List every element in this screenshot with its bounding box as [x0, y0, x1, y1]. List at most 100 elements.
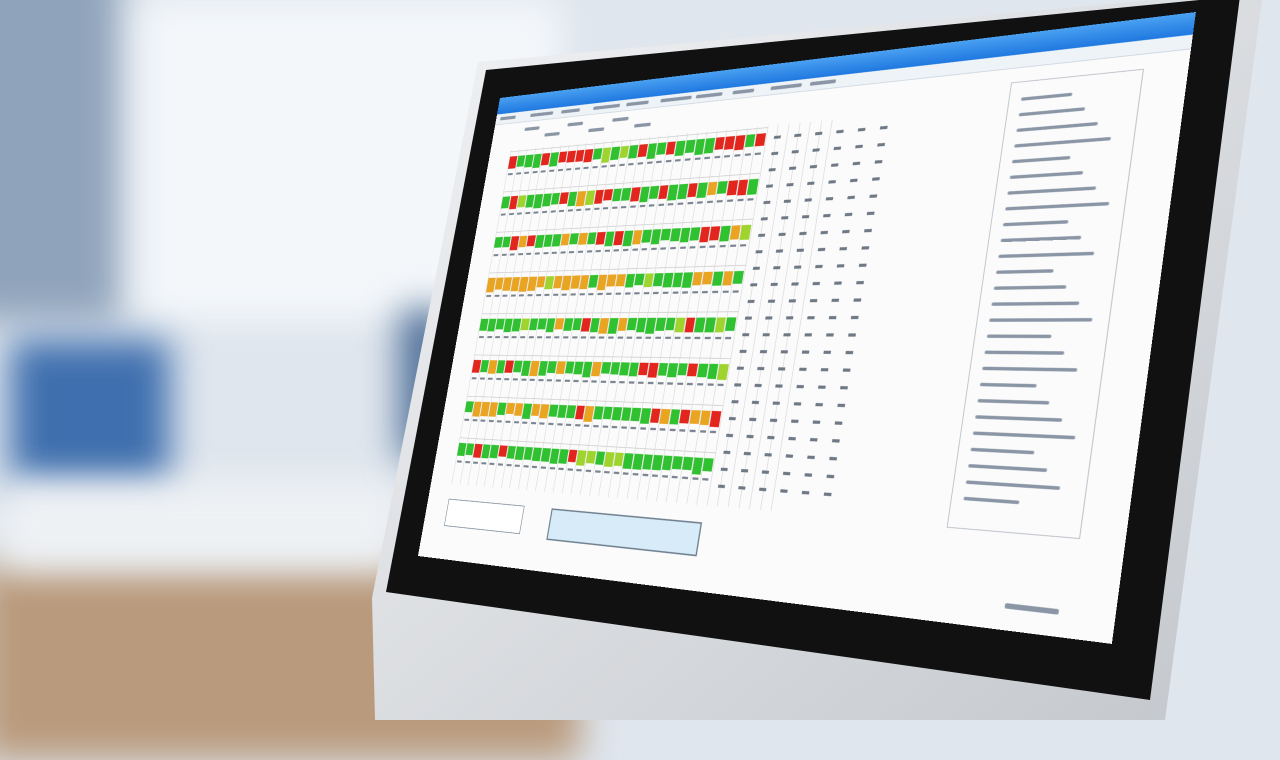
- cell-text: [836, 264, 845, 268]
- cell-text: [728, 416, 736, 421]
- cell-text: [756, 366, 765, 371]
- cell-text: [812, 148, 820, 152]
- cell-text: [634, 292, 640, 295]
- cell-text: [501, 253, 507, 256]
- cell-text: [806, 455, 815, 460]
- cell-text: [527, 294, 533, 297]
- cell-text: [480, 419, 486, 422]
- cell-text: [839, 247, 847, 251]
- cell-text: [817, 247, 826, 252]
- cell-text: [519, 294, 525, 297]
- cell-text: [766, 435, 775, 440]
- cell-text: [833, 281, 842, 285]
- cell-text: [714, 336, 722, 340]
- cell-text: [507, 172, 513, 176]
- cell-text: [525, 211, 531, 215]
- cell-text: [702, 477, 709, 481]
- cell-text: [573, 379, 579, 383]
- cell-text: [820, 368, 829, 372]
- cell-text: [594, 470, 601, 473]
- cell-text: [717, 484, 725, 489]
- cell-text: [576, 208, 582, 212]
- cell-text: [793, 133, 802, 138]
- toolbar-item: [633, 122, 652, 128]
- cell-text: [640, 427, 647, 430]
- cell-text: [849, 178, 858, 183]
- cell-text: [699, 245, 706, 249]
- cell-text: [841, 229, 850, 234]
- cell-text: [567, 468, 573, 471]
- cell-text: [555, 379, 562, 382]
- cell-text: [801, 490, 810, 495]
- cell-text: [823, 350, 831, 354]
- cell-text: [739, 349, 747, 353]
- cell-text: [479, 377, 485, 380]
- cell-text: [748, 417, 757, 422]
- cell-text: [626, 336, 633, 339]
- cell-text: [687, 382, 694, 386]
- cell-text: [664, 336, 671, 339]
- cell-text: [630, 205, 636, 208]
- cell-text: [493, 254, 499, 257]
- cell-text: [820, 230, 828, 235]
- cell-text: [580, 336, 587, 339]
- cell-text: [464, 418, 470, 421]
- cell-text: [541, 210, 548, 214]
- cell-text: [657, 382, 664, 385]
- cell-text: [778, 232, 786, 237]
- cell-text: [531, 465, 538, 469]
- cell-text: [788, 299, 796, 303]
- cell-text: [624, 292, 631, 295]
- cell-text: [660, 247, 667, 250]
- cell-text: [567, 209, 573, 212]
- cell-text: [585, 208, 591, 211]
- cell-text: [672, 291, 679, 294]
- cell-text: [554, 336, 560, 339]
- cell-text: [822, 213, 831, 218]
- cell-text: [717, 383, 724, 387]
- toolbar-item: [567, 121, 584, 127]
- cell-text: [786, 182, 794, 187]
- cell-text: [564, 379, 570, 382]
- cell-text: [473, 461, 479, 464]
- cell-text: [850, 315, 859, 320]
- cell-text: [740, 468, 749, 473]
- cell-text: [752, 266, 760, 270]
- cell-text: [772, 401, 780, 405]
- cell-text: [610, 164, 616, 167]
- cell-text: [613, 249, 620, 252]
- cell-text: [692, 477, 699, 480]
- cell-text: [823, 492, 832, 497]
- cell-text: [694, 336, 701, 340]
- cell-text: [674, 336, 681, 339]
- cell-text: [740, 244, 747, 247]
- cell-text: [574, 424, 581, 427]
- cell-text: [679, 246, 686, 249]
- cell-text: [481, 462, 487, 465]
- cell-text: [804, 198, 812, 202]
- cell-text: [858, 263, 867, 267]
- cell-text: [472, 419, 478, 422]
- cell-text: [799, 231, 807, 236]
- cell-text: [854, 144, 863, 149]
- cell-text: [764, 453, 772, 457]
- cell-text: [809, 164, 818, 169]
- cell-text: [696, 201, 703, 204]
- cell-text: [825, 197, 834, 201]
- cell-text: [831, 298, 840, 302]
- cell-text: [793, 402, 802, 406]
- cell-text: [505, 420, 511, 423]
- cell-text: [726, 199, 734, 202]
- cell-text: [675, 159, 681, 162]
- cell-text: [563, 336, 569, 339]
- cell-text: [830, 163, 839, 167]
- cell-text: [720, 467, 728, 472]
- cell-text: [814, 264, 823, 269]
- cell-text: [586, 250, 593, 253]
- cell-text: [782, 471, 791, 476]
- cell-text: [788, 436, 796, 441]
- cell-text: [615, 292, 622, 295]
- cell-text: [842, 368, 851, 372]
- cell-text: [809, 437, 818, 442]
